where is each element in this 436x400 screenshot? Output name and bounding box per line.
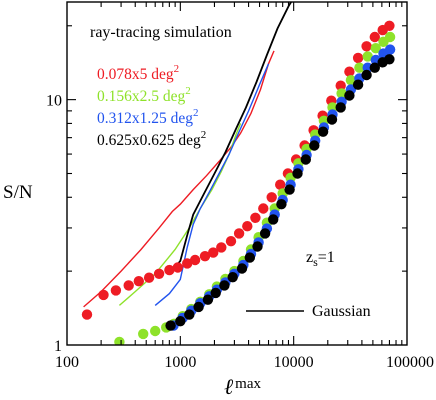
marker-series-0 <box>110 285 122 296</box>
data-markers <box>81 20 396 345</box>
marker-series-1 <box>362 51 373 62</box>
marker-series-1 <box>150 325 161 337</box>
marker-series-0 <box>233 228 245 239</box>
y-tick-label: 1 <box>54 338 62 355</box>
y-tick-label: 10 <box>46 93 62 110</box>
marker-series-3 <box>344 90 355 101</box>
axis-tick-labels: 100 1000 10000 100000 1 10 <box>46 93 434 371</box>
marker-series-3 <box>227 272 238 283</box>
marker-series-0 <box>242 221 253 232</box>
axis-ticks <box>67 2 407 345</box>
gaussian-line-2 <box>154 63 270 306</box>
y-axis-label: S/N <box>3 182 33 203</box>
gaussian-line-3 <box>173 2 293 270</box>
marker-series-0 <box>164 264 175 276</box>
marker-series-0 <box>344 66 355 77</box>
legend-entry-1: 0.156x2.5 deg2 <box>97 85 191 105</box>
marker-series-3 <box>369 62 380 73</box>
legend-entry-3: 0.625x0.625 deg2 <box>97 129 206 149</box>
marker-series-0 <box>258 203 269 214</box>
marker-series-3 <box>252 241 263 252</box>
marker-series-1 <box>336 88 347 99</box>
marker-series-0 <box>266 192 277 203</box>
x-tick-label: 10000 <box>274 354 314 371</box>
marker-series-3 <box>284 184 295 195</box>
marker-series-1 <box>384 31 396 43</box>
marker-series-3 <box>165 320 176 331</box>
marker-series-3 <box>384 54 395 65</box>
marker-series-0 <box>182 258 193 269</box>
marker-series-3 <box>326 114 338 125</box>
marker-series-1 <box>370 43 381 54</box>
marker-series-3 <box>352 79 364 90</box>
marker-series-0 <box>369 31 380 43</box>
marker-series-3 <box>244 252 255 263</box>
marker-series-0 <box>172 262 183 273</box>
marker-series-0 <box>275 179 286 190</box>
marker-series-3 <box>259 228 271 239</box>
marker-series-3 <box>300 154 311 165</box>
marker-series-0 <box>335 80 346 91</box>
marker-series-3 <box>210 287 221 299</box>
marker-series-1 <box>354 62 365 73</box>
marker-series-3 <box>292 168 303 179</box>
marker-series-0 <box>361 41 372 52</box>
marker-series-3 <box>219 280 230 291</box>
marker-series-3 <box>193 301 204 313</box>
marker-series-0 <box>352 52 364 64</box>
marker-series-1 <box>138 328 149 340</box>
marker-series-0 <box>384 20 395 31</box>
marker-series-0 <box>123 280 134 291</box>
redshift-annotation: zs=1 <box>306 249 335 269</box>
marker-series-0 <box>153 268 165 279</box>
marker-series-0 <box>143 272 155 283</box>
legend-entry-0: 0.078x5 deg2 <box>97 63 179 83</box>
marker-series-0 <box>98 289 109 301</box>
x-tick-label: 1000 <box>164 354 196 371</box>
gaussian-line-0 <box>83 50 275 308</box>
gaussian-legend: Gaussian <box>246 303 371 320</box>
marker-series-3 <box>317 126 329 137</box>
marker-series-3 <box>276 199 287 210</box>
marker-series-3 <box>268 214 279 225</box>
marker-series-3 <box>236 263 248 274</box>
marker-series-3 <box>361 69 372 81</box>
marker-series-3 <box>175 316 186 327</box>
marker-series-0 <box>208 247 219 258</box>
x-tick-label: 100000 <box>386 354 434 371</box>
chart-title: ray-tracing simulation <box>90 24 232 41</box>
x-tick-label: 100 <box>55 354 79 371</box>
marker-series-2 <box>384 44 396 55</box>
marker-series-3 <box>184 309 195 320</box>
marker-series-0 <box>216 242 227 253</box>
marker-series-1 <box>114 336 125 345</box>
marker-series-0 <box>199 251 211 262</box>
marker-series-3 <box>335 102 346 113</box>
x-axis-label: ℓ max <box>224 374 261 399</box>
marker-series-0 <box>225 236 237 247</box>
marker-series-0 <box>250 212 261 223</box>
legend-entry-2: 0.312x1.25 deg2 <box>97 107 199 127</box>
marker-series-0 <box>189 254 201 266</box>
marker-series-0 <box>81 309 93 320</box>
marker-series-0 <box>133 276 144 287</box>
gaussian-legend-label: Gaussian <box>312 303 371 320</box>
marker-series-3 <box>202 294 214 305</box>
marker-series-3 <box>309 140 320 151</box>
